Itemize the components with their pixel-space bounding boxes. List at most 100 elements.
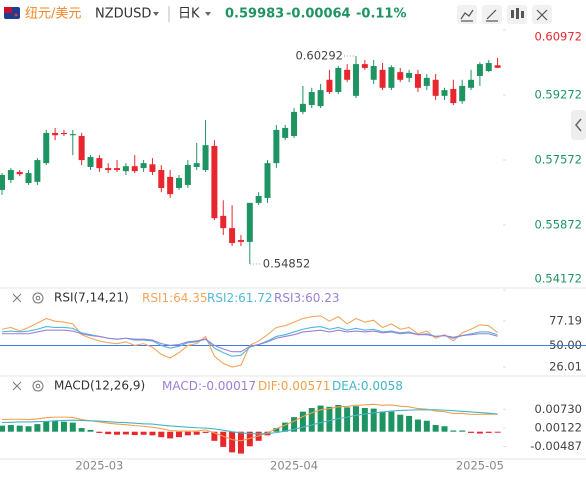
macd-bar <box>476 431 483 434</box>
legend-name: DIF: <box>258 379 281 393</box>
macd-bar <box>105 431 112 435</box>
pair-name[interactable]: 纽元/美元 <box>25 7 81 22</box>
y-tick-label: 26.01 <box>549 360 582 374</box>
last-price: 0.59983 <box>225 7 284 22</box>
candle-body <box>459 85 466 102</box>
candle-body <box>485 62 492 71</box>
legend-value: 60.23 <box>305 291 339 305</box>
legend-entry: MACD:-0.00017 <box>162 379 256 393</box>
settings-icon[interactable] <box>32 292 44 304</box>
candle-body <box>114 168 121 171</box>
candle-body <box>494 65 501 68</box>
pen-button[interactable] <box>482 5 502 24</box>
macd-bar <box>282 422 289 432</box>
legend-value: 0.00571 <box>281 379 331 393</box>
legend-name: RSI2: <box>207 291 238 305</box>
macd-bar <box>317 405 324 432</box>
candle-body <box>468 79 475 88</box>
candle-body <box>379 69 386 88</box>
legend-entry: RSI3:60.23 <box>274 291 340 305</box>
candle-body <box>43 132 50 164</box>
indicator-title: RSI(7,14,21) <box>54 291 129 305</box>
candle-body <box>264 163 271 198</box>
macd-bar <box>184 431 191 436</box>
macd-bar <box>114 431 121 435</box>
y-tick-label: -0.00487 <box>530 439 582 453</box>
legend-entry: DIF:0.00571 <box>258 379 330 393</box>
y-tick-label: 0.54172 <box>534 272 582 286</box>
candle-body <box>140 163 147 169</box>
macd-bar <box>423 420 430 432</box>
macd-bar <box>0 425 5 432</box>
x-tick-label: 2025-05 <box>456 459 504 473</box>
candle-body <box>176 178 182 188</box>
candle-body <box>211 145 218 219</box>
candle-body <box>317 90 324 107</box>
macd-bar <box>441 426 448 432</box>
macd-bar <box>7 425 14 432</box>
dropdown-arrow[interactable] <box>153 12 159 16</box>
macd-bar <box>414 419 421 432</box>
macd-bar <box>397 414 404 432</box>
macd-bar <box>370 408 377 432</box>
macd-bar <box>87 429 94 432</box>
candle-body <box>388 67 395 88</box>
macd-bar <box>494 431 501 433</box>
x-tick-label: 2025-04 <box>270 459 318 473</box>
macd-header-icons <box>12 380 44 392</box>
macd-bar <box>176 431 182 438</box>
fullscreen-button[interactable] <box>532 5 552 24</box>
dropdown-arrow[interactable] <box>205 12 211 16</box>
legend-name: RSI1: <box>142 291 173 305</box>
candle-body <box>184 165 191 185</box>
candle-body <box>326 79 333 93</box>
legend-value: 0.0058 <box>361 379 403 393</box>
candle-body <box>361 64 368 68</box>
macd-bar <box>69 422 76 432</box>
y-tick-label: 0.57572 <box>534 153 582 167</box>
candle-body <box>423 77 430 86</box>
macd-bar <box>459 430 466 432</box>
macd-line <box>1 403 498 442</box>
legend-name: DEA: <box>332 379 361 393</box>
legend-entry: RSI2:61.72 <box>207 291 273 305</box>
candle-body <box>131 166 138 172</box>
legend-name: MACD: <box>162 379 202 393</box>
macd-bar <box>60 421 67 432</box>
macd-bar <box>149 431 156 436</box>
close-icon[interactable] <box>12 381 22 391</box>
macd-bar <box>193 431 200 435</box>
candle-body <box>441 90 448 96</box>
candle-body <box>105 168 112 171</box>
period[interactable]: 日K <box>178 7 200 22</box>
rsi-line <box>1 326 498 357</box>
macd-bar <box>131 431 138 436</box>
macd-bar <box>361 408 368 432</box>
legend-value: 64.35 <box>173 291 207 305</box>
macd-bar <box>96 431 103 433</box>
macd-bar <box>344 407 351 432</box>
macd-bar <box>246 431 253 447</box>
draw-tool-button[interactable] <box>457 5 477 24</box>
macd-bar <box>468 431 475 433</box>
x-tick-label: 2025-03 <box>75 459 123 473</box>
candle-body <box>335 67 342 93</box>
close-icon[interactable] <box>12 293 22 303</box>
symbol[interactable]: NZDUSD <box>95 7 151 22</box>
rsi-header-icons <box>12 292 44 304</box>
macd-bar <box>25 426 32 432</box>
macd-line <box>1 409 498 435</box>
candle-body <box>149 164 156 172</box>
macd-bar <box>485 431 492 433</box>
candle-body <box>299 103 306 112</box>
candle-body <box>122 166 129 172</box>
y-tick-label: 0.00730 <box>534 402 582 416</box>
macd-bar <box>229 431 236 453</box>
price-change: -0.00064 <box>286 7 351 22</box>
indicator-button[interactable] <box>507 5 527 24</box>
settings-icon[interactable] <box>32 380 44 392</box>
side-collapse-button[interactable] <box>571 110 586 140</box>
y-tick-label: 77.19 <box>549 314 582 328</box>
macd-bar <box>158 431 165 438</box>
candle-body <box>52 132 59 136</box>
